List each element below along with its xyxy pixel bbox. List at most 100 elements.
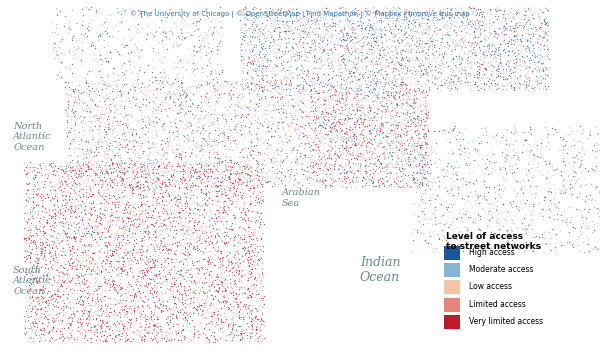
Point — [437, 78, 446, 84]
Point — [489, 230, 499, 235]
Point — [35, 223, 45, 229]
Point — [306, 99, 316, 105]
Point — [275, 55, 284, 60]
Point — [242, 179, 252, 185]
Point — [354, 82, 364, 88]
Point — [451, 136, 461, 142]
Point — [542, 37, 551, 42]
Point — [377, 180, 386, 185]
Point — [356, 102, 366, 108]
Point — [76, 293, 86, 298]
Point — [71, 175, 81, 180]
Point — [212, 175, 221, 180]
Point — [322, 113, 331, 118]
Point — [284, 126, 293, 132]
Point — [39, 223, 49, 229]
Point — [492, 5, 502, 10]
Point — [386, 79, 395, 85]
Point — [112, 237, 121, 242]
Point — [352, 105, 361, 111]
Point — [321, 8, 331, 14]
Point — [351, 115, 361, 121]
Point — [397, 82, 406, 88]
Point — [181, 197, 191, 203]
Point — [50, 187, 60, 193]
Point — [341, 89, 351, 95]
Point — [305, 161, 315, 167]
Point — [32, 294, 42, 300]
Point — [400, 172, 410, 178]
Point — [121, 122, 131, 128]
Point — [179, 184, 188, 190]
Point — [352, 106, 361, 112]
Point — [399, 11, 409, 17]
Point — [127, 302, 137, 308]
Point — [167, 203, 176, 209]
Point — [66, 278, 76, 283]
Point — [443, 63, 452, 68]
Point — [61, 179, 70, 185]
Point — [451, 46, 460, 51]
Point — [452, 40, 461, 46]
Point — [381, 73, 391, 79]
Point — [291, 121, 301, 127]
Point — [571, 171, 581, 176]
Point — [401, 82, 410, 88]
Point — [50, 291, 60, 297]
Point — [414, 176, 424, 182]
Point — [38, 283, 48, 289]
Point — [191, 169, 201, 175]
Point — [31, 222, 40, 228]
Point — [412, 39, 422, 44]
Point — [340, 9, 350, 14]
Point — [385, 111, 395, 116]
Point — [331, 88, 341, 94]
Point — [472, 61, 481, 67]
Point — [343, 114, 352, 120]
Point — [436, 81, 446, 87]
Point — [62, 125, 71, 130]
Point — [42, 316, 52, 322]
Point — [254, 290, 263, 296]
Point — [188, 172, 197, 177]
Point — [52, 260, 61, 265]
Point — [22, 312, 32, 318]
Point — [106, 309, 116, 315]
Point — [308, 156, 317, 162]
Point — [164, 105, 173, 111]
Point — [341, 131, 351, 137]
Point — [392, 101, 401, 107]
Point — [527, 48, 537, 54]
Point — [427, 50, 437, 55]
Point — [458, 9, 468, 15]
Point — [356, 8, 365, 14]
Point — [478, 132, 488, 138]
Point — [124, 175, 133, 180]
Point — [32, 262, 41, 267]
Point — [362, 150, 371, 156]
Point — [228, 147, 238, 152]
Point — [169, 166, 179, 172]
Point — [559, 182, 568, 188]
Point — [142, 329, 152, 334]
Point — [415, 144, 424, 150]
Point — [286, 118, 296, 124]
Point — [418, 191, 428, 197]
Point — [569, 167, 578, 173]
Point — [482, 225, 492, 230]
Point — [278, 86, 288, 92]
Point — [138, 118, 148, 124]
Point — [322, 58, 332, 63]
Point — [370, 27, 380, 33]
Point — [144, 82, 154, 88]
Point — [246, 153, 256, 158]
Point — [283, 81, 293, 87]
Point — [546, 208, 556, 214]
Point — [101, 253, 110, 259]
Point — [80, 294, 90, 300]
Point — [440, 48, 450, 54]
Point — [276, 68, 286, 73]
Point — [218, 258, 228, 264]
Point — [235, 34, 245, 40]
Point — [136, 255, 145, 261]
